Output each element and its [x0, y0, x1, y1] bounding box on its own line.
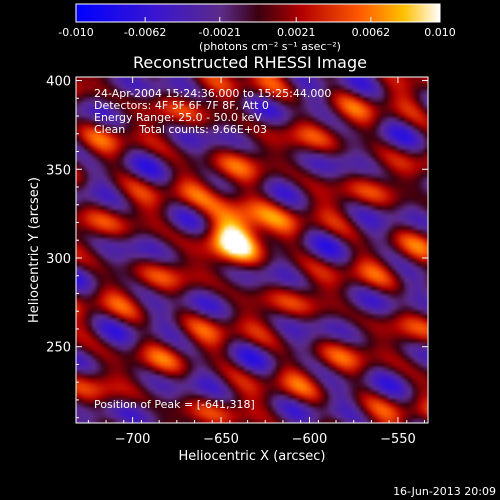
colorbar-tick-label: -0.0021: [199, 26, 241, 39]
x-tick-label: −600: [292, 432, 328, 447]
annotation-counts: Clean Total counts: 9.66E+03: [94, 123, 267, 136]
colorbar-units: (photons cm⁻² s⁻¹ asec⁻²): [199, 40, 341, 53]
y-tick-label: 250: [46, 341, 71, 356]
y-tick-label: 350: [46, 163, 71, 178]
y-tick-label: 300: [46, 252, 71, 267]
chart-title: Reconstructed RHESSI Image: [133, 53, 367, 72]
plot-frame: [75, 76, 429, 424]
y-tick-label: 400: [46, 75, 71, 90]
colorbar-tick-label: 0.0062: [352, 26, 391, 39]
footer-date: 16-Jun-2013 20:09: [393, 485, 496, 498]
colorbar: -0.010 -0.0062 -0.0021 0.0021 0.0062 0.010 (p…: [58, 3, 456, 53]
y-axis-label: Heliocentric Y (arcsec): [27, 177, 42, 323]
annotation-detectors: Detectors: 4F 5F 6F 7F 8F, Att 0: [94, 99, 269, 112]
heatmap-image: [76, 77, 428, 423]
x-tick-label: −550: [380, 432, 416, 447]
plot-area: −700 −650 −600 −550 250 300 350 400: [46, 75, 429, 447]
colorbar-tick-label: -0.010: [58, 26, 93, 39]
colorbar-tick-label: 0.0021: [277, 26, 316, 39]
colorbar-tick-label: 0.010: [424, 26, 456, 39]
colorbar-ticks: -0.010 -0.0062 -0.0021 0.0021 0.0062 0.010: [58, 17, 456, 39]
x-tick-label: −650: [203, 432, 239, 447]
y-axis: 250 300 350 400: [46, 75, 428, 419]
colorbar-tick-label: -0.0062: [124, 26, 166, 39]
annotation-block: 24-Apr-2004 15:24:36.000 to 15:25:44.000…: [94, 87, 331, 136]
annotation-energy-range: Energy Range: 25.0 - 50.0 keV: [94, 111, 262, 124]
x-axis: −700 −650 −600 −550: [87, 77, 425, 447]
colorbar-gradient: [75, 3, 441, 23]
peak-position-label: Position of Peak = [-641,318]: [94, 398, 255, 411]
annotation-time-range: 24-Apr-2004 15:24:36.000 to 15:25:44.000: [94, 87, 331, 100]
x-tick-label: −700: [115, 432, 151, 447]
x-axis-label: Heliocentric X (arcsec): [179, 449, 326, 464]
